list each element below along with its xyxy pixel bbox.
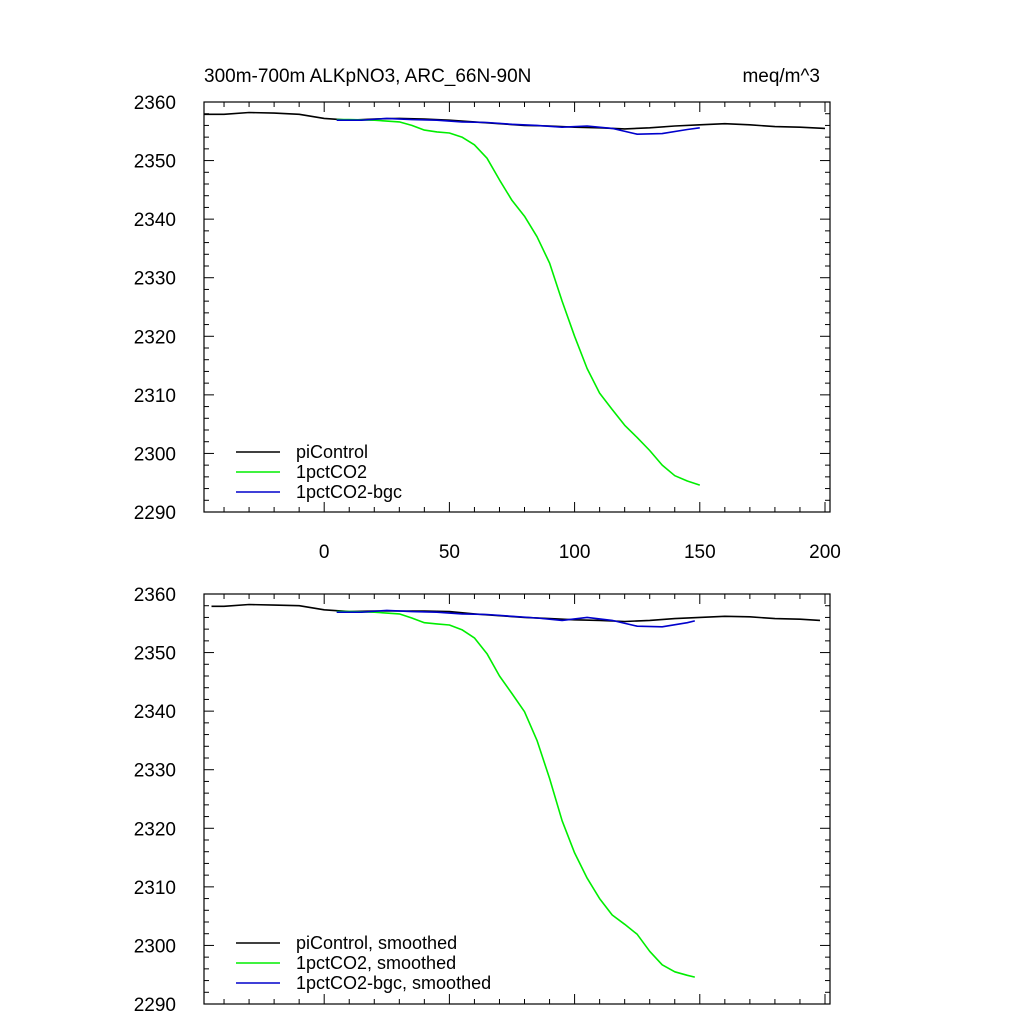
y-tick-label: 2310 <box>134 878 176 899</box>
legend-label-0: piControl, smoothed <box>296 933 457 953</box>
legend-label-0: piControl <box>296 442 368 462</box>
y-tick-label: 2320 <box>134 819 176 840</box>
legend-label-1: 1pctCO2 <box>296 462 367 482</box>
legend-label-2: 1pctCO2-bgc <box>296 482 402 502</box>
series-lines <box>204 111 826 486</box>
bottom-panel: 2290 2300 2310 2320 2330 2340 2350 2360 piContr… <box>134 585 831 1016</box>
top-panel: 300m-700m ALKpNO3, ARC_66N-90N meq/m^3 2… <box>134 66 841 563</box>
chart-title: 300m-700m ALKpNO3, ARC_66N-90N <box>204 66 531 87</box>
axes: 2290 2300 2310 2320 2330 2340 2350 2360 0 50 100 15… <box>134 93 841 563</box>
x-tick-label: 50 <box>439 542 460 563</box>
legend-label-1: 1pctCO2, smoothed <box>296 953 456 973</box>
units-label: meq/m^3 <box>742 66 820 87</box>
series-line-1 <box>336 118 701 486</box>
plot-frame <box>203 593 831 1005</box>
y-tick-label: 2360 <box>134 93 176 114</box>
x-tick-label: 150 <box>684 542 716 563</box>
y-tick-label: 2360 <box>134 585 176 606</box>
y-tick-label: 2330 <box>134 761 176 782</box>
series-line-1 <box>336 610 695 978</box>
series-line-2 <box>336 117 700 135</box>
y-tick-label: 2290 <box>134 503 176 524</box>
y-tick-label: 2340 <box>134 702 176 723</box>
x-tick-label: 200 <box>809 542 841 563</box>
y-tick-label: 2300 <box>134 936 176 957</box>
axes: 2290 2300 2310 2320 2330 2340 2350 2360 <box>134 585 831 1016</box>
y-tick-label: 2330 <box>134 269 176 290</box>
x-tick-label: 100 <box>559 542 591 563</box>
y-tick-label: 2350 <box>134 152 176 173</box>
y-tick-label: 2350 <box>134 644 176 665</box>
legend-label-2: 1pctCO2-bgc, smoothed <box>296 973 491 993</box>
y-tick-label: 2310 <box>134 386 176 407</box>
series-line-2 <box>336 609 695 628</box>
y-tick-label: 2340 <box>134 210 176 231</box>
x-tick-label: 0 <box>319 542 330 563</box>
y-tick-label: 2320 <box>134 327 176 348</box>
y-tick-label: 2290 <box>134 995 176 1016</box>
plot-frame <box>203 101 831 513</box>
y-tick-label: 2300 <box>134 444 176 465</box>
series-lines <box>211 603 821 978</box>
